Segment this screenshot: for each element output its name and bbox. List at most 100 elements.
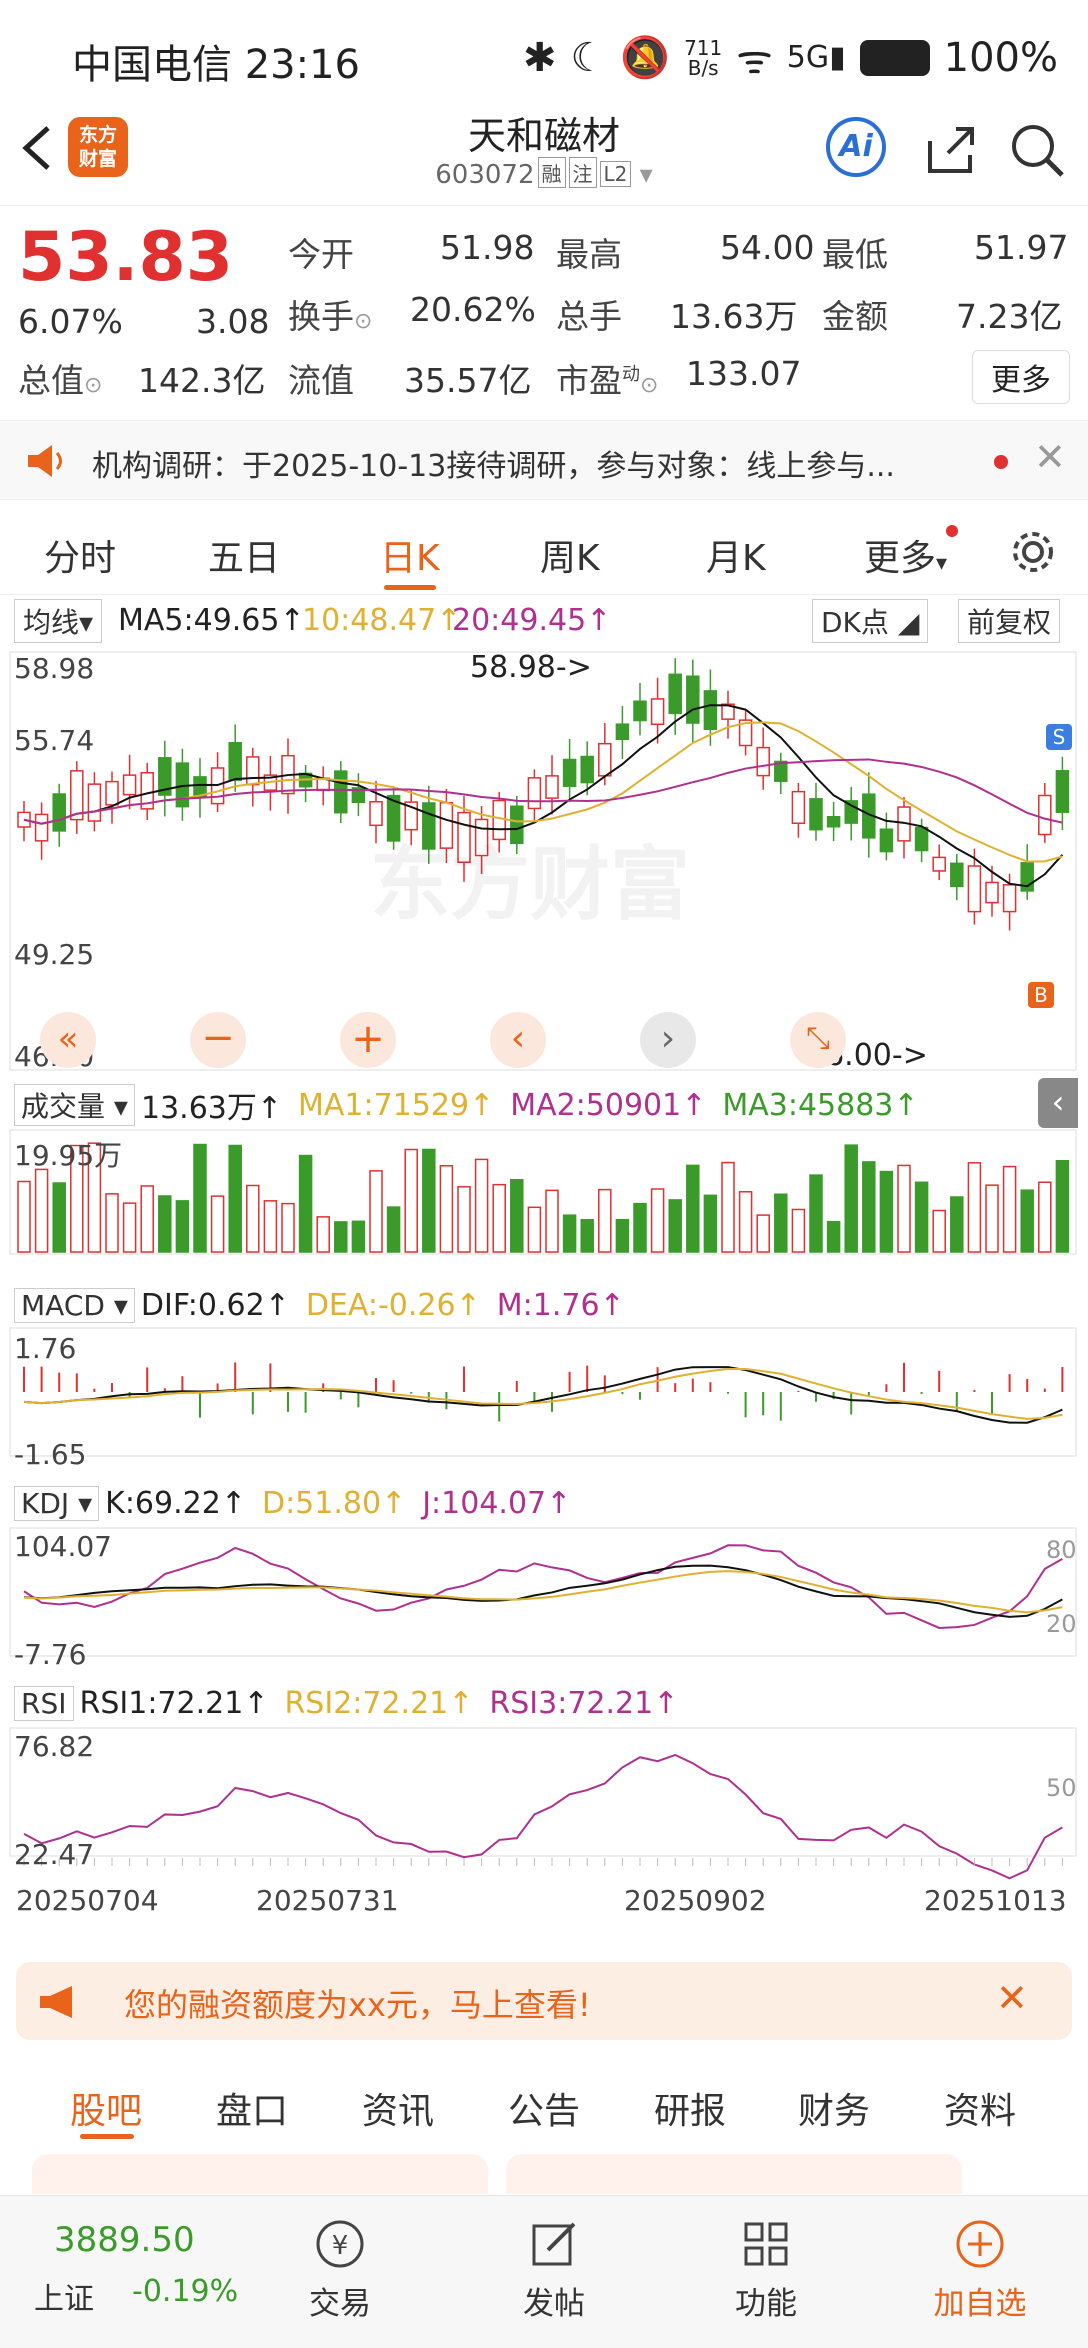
volume-bar: [774, 1193, 788, 1253]
adjust-button[interactable]: 前复权: [958, 599, 1061, 643]
index-change[interactable]: -0.19%: [132, 2274, 239, 2309]
volume-bar: [862, 1161, 876, 1253]
candle-body: [246, 756, 260, 786]
index-name[interactable]: 上证: [34, 2282, 94, 2317]
scroll-right-button[interactable]: ›: [640, 1012, 696, 1068]
nav-trade[interactable]: ¥ 交易: [280, 2216, 400, 2323]
candle-body: [756, 746, 770, 777]
candle-body: [228, 741, 242, 781]
fullscreen-button[interactable]: ⤡: [790, 1012, 846, 1068]
watermark: 东方财富: [370, 838, 690, 931]
nav-function[interactable]: 功能: [706, 2216, 826, 2323]
ai-icon[interactable]: Ai: [826, 117, 886, 177]
macd-axis-bottom: -1.65: [14, 1438, 87, 1471]
dk-button[interactable]: DK点 ◢: [812, 599, 929, 643]
collapse-button[interactable]: ‹: [1038, 1078, 1078, 1128]
kdj-80: 80: [1046, 1536, 1077, 1564]
index-value[interactable]: 3889.50: [54, 2220, 195, 2260]
zoom-out-button[interactable]: −: [190, 1012, 246, 1068]
tab-yuek[interactable]: 月K: [706, 538, 766, 579]
candle-body: [914, 826, 929, 852]
tab-caiwu[interactable]: 财务: [798, 2091, 871, 2132]
low-label: 最低: [822, 235, 888, 274]
volume-bar: [1020, 1189, 1034, 1253]
macd-dea-line: [23, 1367, 1063, 1420]
candle-body: [598, 742, 612, 777]
open-label: 今开: [288, 235, 354, 274]
volume-bar: [562, 1214, 577, 1253]
macd-selector[interactable]: MACD ▾: [14, 1287, 135, 1323]
gear-icon[interactable]: [1010, 529, 1056, 575]
back-icon[interactable]: [18, 123, 58, 173]
zoom-in-button[interactable]: +: [340, 1012, 396, 1068]
candle-body: [334, 770, 348, 814]
volume-bar: [527, 1206, 542, 1253]
volume-selector[interactable]: 成交量 ▾: [14, 1084, 135, 1126]
signal-icon: 5G▮: [786, 40, 846, 75]
promo-banner[interactable]: 您的融资额度为xx元，马上查看! ✕: [16, 1962, 1072, 2040]
volume-bar: [210, 1195, 225, 1253]
candle-body: [52, 793, 66, 832]
edit-icon: [532, 2222, 576, 2266]
promo-text: 您的融资额度为xx元，马上查看!: [124, 1986, 591, 2024]
kdj-header: KDJ ▾ K:69.22↑ D:51.80↑ J:104.07↑: [0, 1478, 1088, 1528]
notice-bar[interactable]: 机构调研：于2025-10-13接待调研，参与对象：线上参与... ✕: [0, 420, 1088, 500]
tab-zixun[interactable]: 资讯: [362, 2091, 435, 2132]
tab-yanbao[interactable]: 研报: [654, 2091, 727, 2132]
volume-bar: [228, 1144, 242, 1253]
volume-bar: [263, 1200, 278, 1253]
tab-guba[interactable]: 股吧: [70, 2091, 143, 2132]
tab-fenshi[interactable]: 分时: [44, 538, 117, 579]
candle-body: [932, 856, 946, 872]
tab-more[interactable]: 更多▾: [864, 538, 948, 579]
tab-gonggao[interactable]: 公告: [508, 2091, 581, 2132]
candle-body: [721, 703, 735, 720]
tab-pankou[interactable]: 盘口: [216, 2091, 289, 2132]
share-icon[interactable]: [922, 121, 978, 177]
volume-bar: [844, 1144, 858, 1253]
scroll-left-button[interactable]: ‹: [490, 1012, 546, 1068]
promo-close-icon[interactable]: ✕: [996, 1976, 1028, 2020]
tab-zhouk[interactable]: 周K: [540, 538, 600, 579]
volume-bar: [615, 1218, 630, 1253]
candle-body: [34, 813, 49, 842]
volume-bar: [756, 1214, 770, 1253]
candle-body: [87, 783, 102, 822]
active-tab-indicator: [384, 585, 436, 590]
low-value: 51.97: [974, 228, 1069, 267]
grid-icon: [744, 2222, 788, 2266]
content-tab-indicator: [80, 2134, 134, 2139]
scroll-left-fast-button[interactable]: «: [40, 1012, 96, 1068]
candle-body: [879, 828, 894, 853]
search-icon[interactable]: [1008, 121, 1068, 181]
volume-bar: [17, 1180, 31, 1253]
nav-post[interactable]: 发帖: [494, 2216, 614, 2323]
close-icon[interactable]: ✕: [1034, 435, 1066, 479]
more-button[interactable]: 更多: [972, 350, 1070, 404]
volume-bar: [721, 1161, 735, 1253]
rsi-selector[interactable]: RSI: [14, 1685, 74, 1721]
volume-bar: [809, 1174, 823, 1253]
volume-bar: [985, 1184, 999, 1253]
buy-marker[interactable]: B: [1028, 982, 1054, 1008]
stock-code-row[interactable]: 603072 融注 L2 ▾: [0, 157, 1088, 190]
chart-area[interactable]: 58.98 55.74 49.25 46.00 58.98-> 46.00-> …: [0, 640, 1088, 1960]
ma-selector[interactable]: 均线▾: [14, 599, 103, 643]
date-4: 20251013: [924, 1884, 1067, 1917]
candle-body: [545, 775, 559, 799]
status-bar: 中国电信 23:16 ✱ ☾ 🔕 711 B/s ᯤ 5G▮ 100%: [0, 0, 1088, 110]
sell-marker[interactable]: S: [1046, 724, 1072, 750]
ma10-line: [23, 721, 1063, 863]
content-card-2[interactable]: [506, 2154, 962, 2194]
tab-wuri[interactable]: 五日: [208, 538, 281, 579]
nav-add-watchlist[interactable]: 加自选: [920, 2216, 1040, 2323]
tab-rik[interactable]: 日K: [380, 538, 440, 579]
date-1: 20250704: [16, 1884, 159, 1917]
candle-body: [950, 862, 964, 888]
macd-dif: DIF:0.62↑: [140, 1287, 290, 1323]
volume-value: 13.63万: [670, 297, 798, 336]
tab-ziliao[interactable]: 资料: [944, 2091, 1017, 2132]
content-card-1[interactable]: [32, 2154, 488, 2194]
kdj-selector[interactable]: KDJ ▾: [14, 1485, 100, 1521]
high-value: 54.00: [720, 228, 815, 267]
